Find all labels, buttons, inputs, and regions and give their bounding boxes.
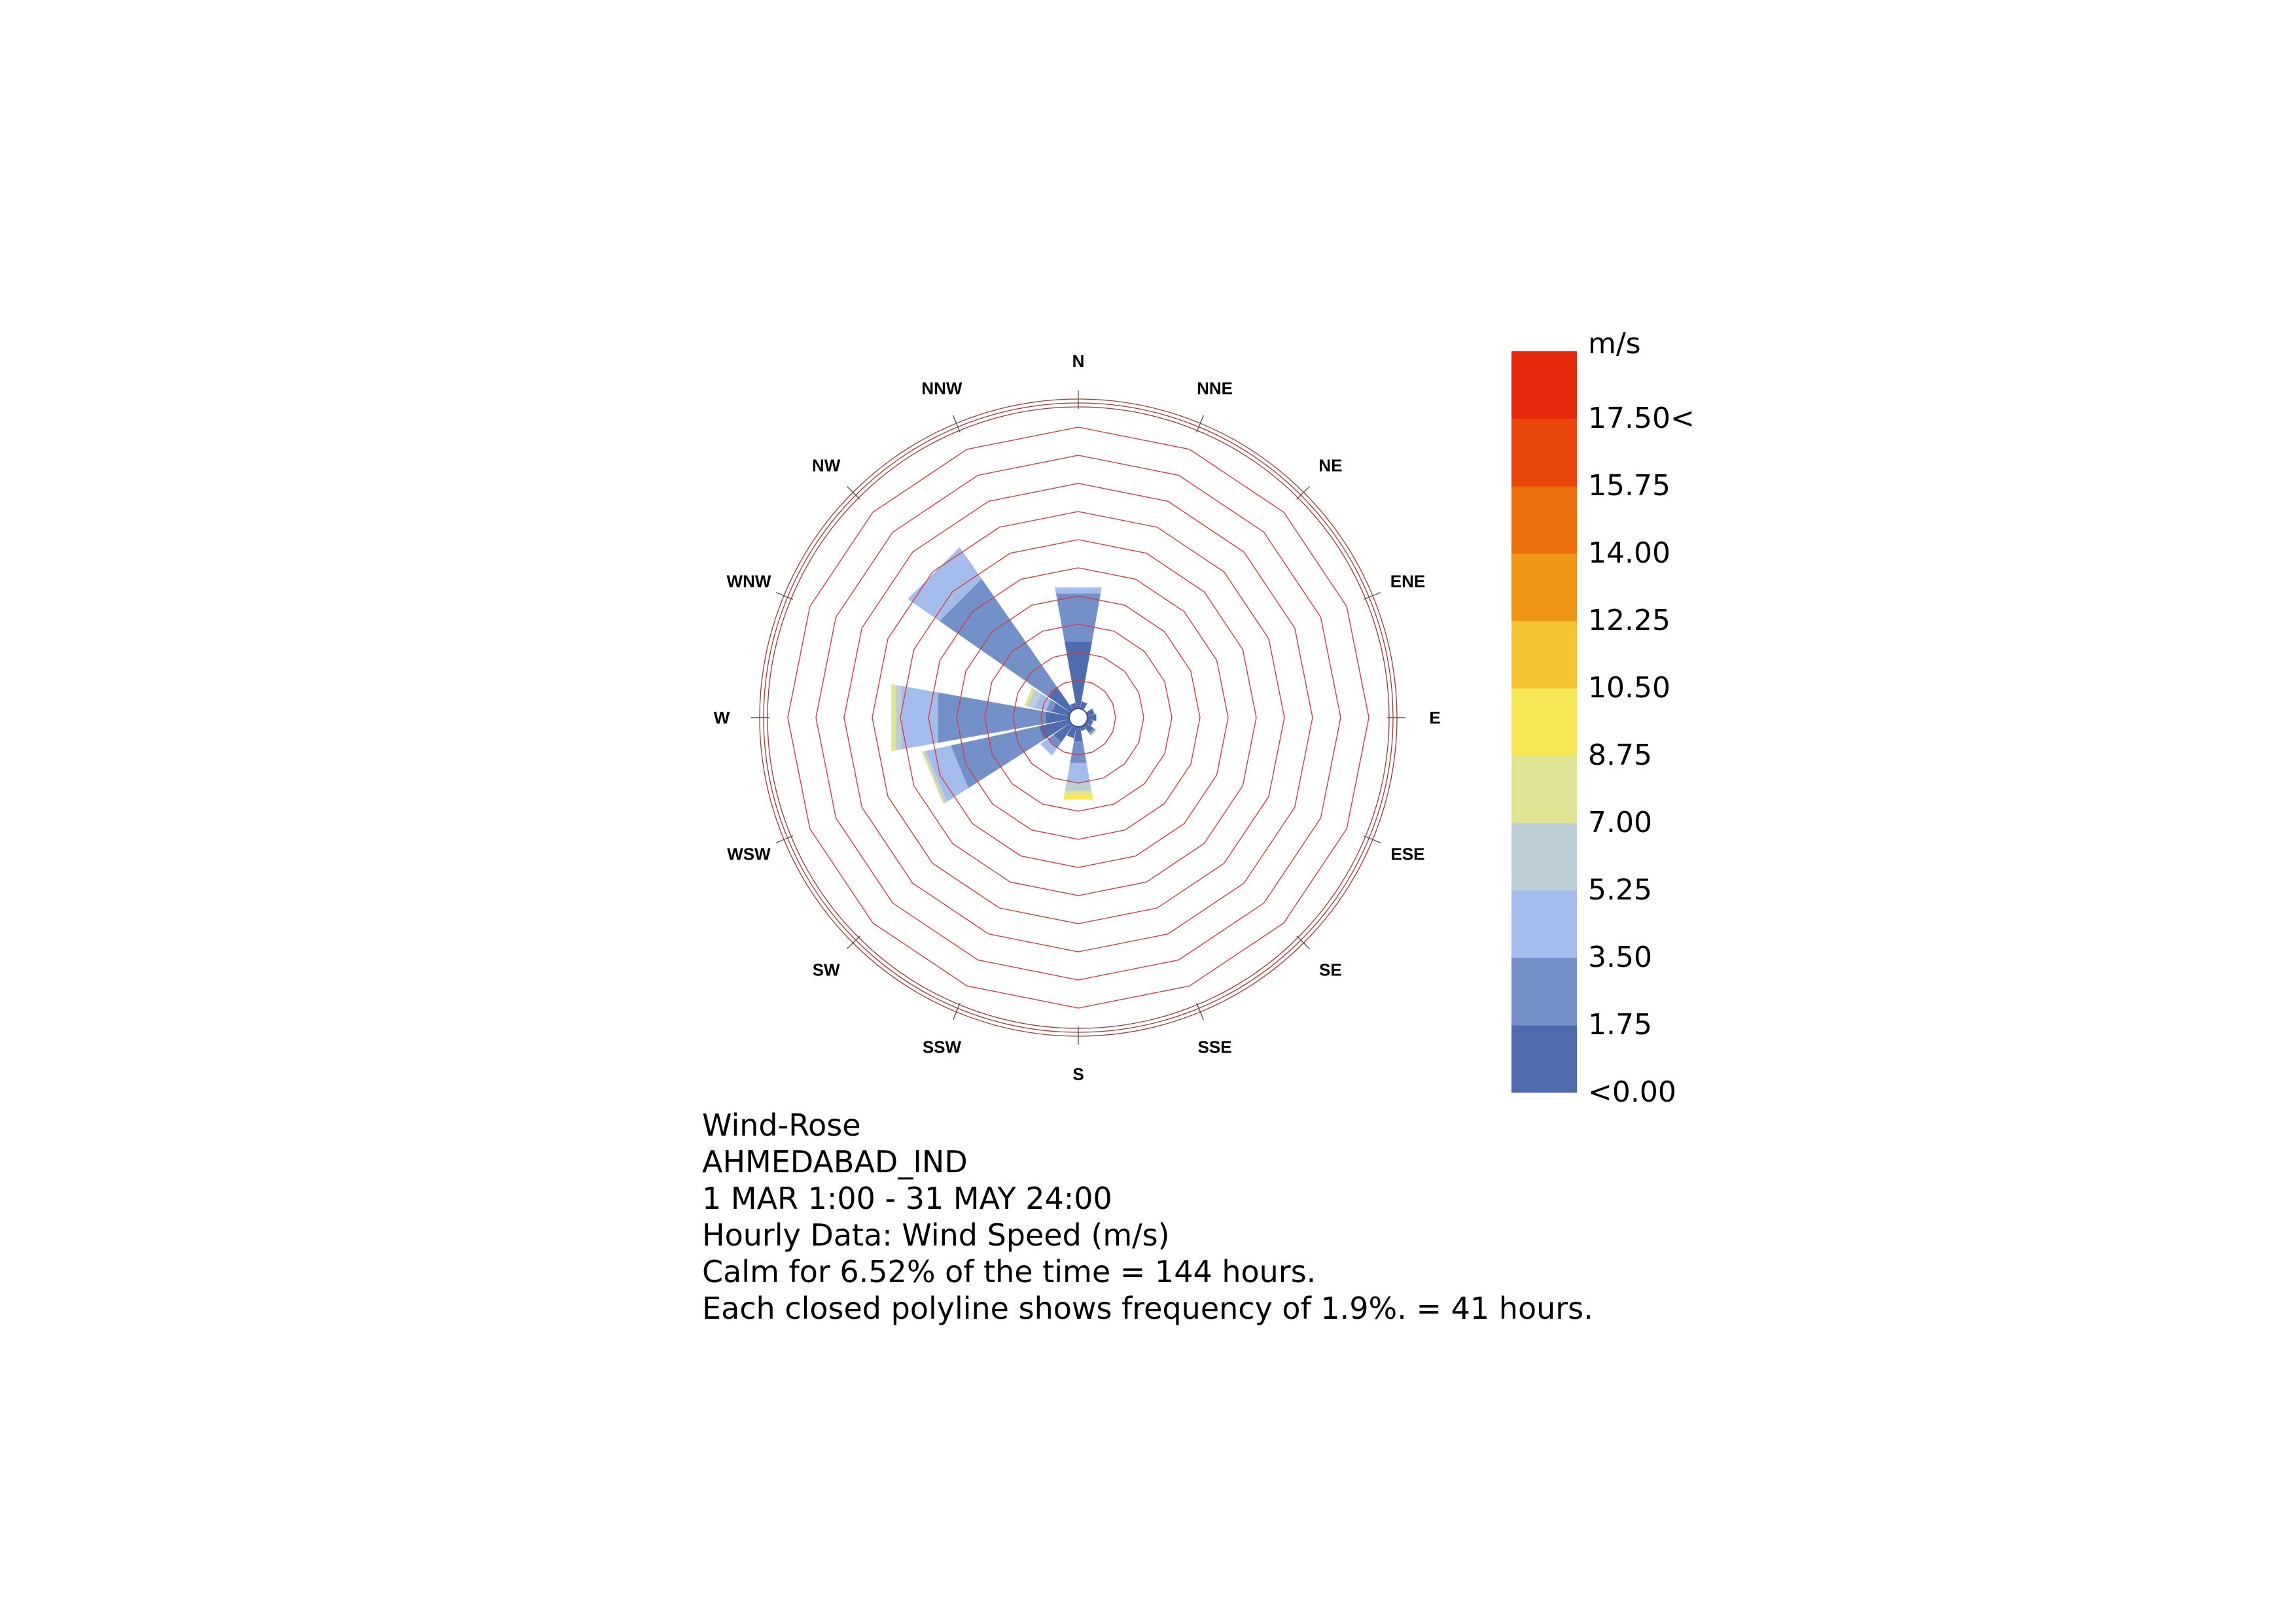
legend-swatch-9 [1511, 419, 1577, 487]
caption-calm-note: Calm for 6.52% of the time = 144 hours. [702, 1254, 1316, 1289]
legend-label-4: 7.00 [1588, 806, 1652, 839]
legend-label-10: 17.50< [1588, 402, 1695, 435]
frequency-ring-7 [872, 511, 1285, 924]
frequency-rings [787, 427, 1369, 1009]
tick-nne [1195, 415, 1204, 433]
legend-unit: m/s [1588, 327, 1641, 360]
sector-n-bin-0 [1064, 641, 1093, 709]
legend-label-3: 5.25 [1588, 873, 1652, 907]
direction-labels: N NNE NE ENE E ESE SE SSE S SSW SW WSW W WNW NW NNW [714, 351, 1441, 1084]
tick-wsw [775, 835, 794, 843]
legend-swatch-10 [1511, 351, 1577, 419]
calm-circle [1069, 708, 1088, 727]
legend-swatch-4 [1511, 756, 1577, 824]
tick-ne [1296, 485, 1311, 500]
direction-label-ese: ESE [1390, 845, 1424, 864]
frequency-ring-8 [843, 483, 1313, 952]
frequency-ring-9 [815, 455, 1341, 981]
tick-ssw [953, 1002, 961, 1021]
direction-label-sw: SW [813, 960, 840, 979]
direction-label-nne: NNE [1197, 378, 1233, 398]
frequency-ring-5 [928, 567, 1229, 868]
tick-ene [1363, 592, 1381, 601]
direction-label-se: SE [1319, 960, 1342, 979]
legend-label-5: 8.75 [1588, 739, 1652, 772]
sector-wsw-bin-4 [921, 751, 945, 805]
speed-legend: <0.00 1.75 3.50 5.25 7.00 8.75 10.50 12.25 14.00… [1511, 327, 1695, 1109]
legend-label-6: 10.50 [1588, 671, 1670, 705]
legend-swatch-1 [1511, 958, 1577, 1026]
legend-label-8: 14.00 [1588, 536, 1670, 570]
legend-swatch-3 [1511, 823, 1577, 891]
caption-polyline-note: Each closed polyline shows frequency of … [702, 1291, 1593, 1326]
legend-label-7: 12.25 [1588, 604, 1670, 637]
legend-swatch-8 [1511, 486, 1577, 554]
direction-label-w: W [714, 708, 730, 727]
sector-n-bin-2 [1055, 587, 1102, 594]
sectors-layer [891, 547, 1102, 805]
sector-n-bin-1 [1055, 593, 1101, 642]
caption-title: Wind-Rose [702, 1108, 861, 1143]
direction-label-nw: NW [812, 456, 841, 476]
sector-s-bin-4 [1064, 790, 1093, 795]
direction-label-wsw: WSW [727, 845, 771, 864]
tick-ese [1363, 835, 1381, 843]
legend-swatch-0 [1511, 1025, 1577, 1093]
frequency-ring-2 [1012, 652, 1144, 784]
direction-label-nnw: NNW [921, 378, 963, 398]
sector-w-bin-4 [891, 684, 896, 752]
direction-label-sse: SSE [1198, 1038, 1232, 1057]
direction-label-ne: NE [1318, 456, 1342, 476]
caption-period: 1 MAR 1:00 - 31 MAY 24:00 [702, 1181, 1112, 1216]
legend-label-2: 3.50 [1588, 941, 1652, 974]
direction-label-n: N [1072, 351, 1085, 371]
direction-label-ssw: SSW [923, 1038, 962, 1057]
caption-location: AHMEDABAD_IND [702, 1144, 968, 1179]
tick-sse [1195, 1002, 1204, 1021]
frequency-ring-6 [900, 539, 1257, 896]
legend-label-1: 1.75 [1588, 1008, 1652, 1041]
legend-label-9: 15.75 [1588, 469, 1670, 502]
legend-label-0: <0.00 [1588, 1075, 1676, 1109]
sector-se-bin-4 [1090, 729, 1097, 737]
chart-caption: Wind-Rose AHMEDABAD_IND 1 MAR 1:00 - 31 … [702, 1107, 1593, 1327]
frequency-ring-1 [1040, 680, 1116, 756]
outer-frame [751, 391, 1405, 1045]
direction-label-s: S [1072, 1064, 1084, 1084]
caption-data-type: Hourly Data: Wind Speed (m/s) [702, 1217, 1170, 1253]
legend-swatch-5 [1511, 688, 1577, 756]
legend-swatch-2 [1511, 890, 1577, 958]
sector-wnw-bin-4 [1024, 688, 1035, 707]
tick-nw [846, 485, 860, 500]
legend-swatch-6 [1511, 621, 1577, 689]
outer-frame-circle-0 [767, 406, 1390, 1029]
direction-label-ene: ENE [1390, 571, 1425, 591]
tick-sw [846, 935, 860, 950]
sector-s-bin-2 [1067, 763, 1090, 782]
direction-label-wnw: WNW [727, 571, 771, 591]
sector-s-bin-5 [1063, 795, 1093, 800]
tick-wnw [775, 592, 794, 601]
direction-label-e: E [1429, 708, 1440, 727]
frequency-ring-3 [984, 623, 1173, 812]
tick-se [1296, 935, 1311, 950]
frequency-ring-4 [956, 595, 1201, 840]
tick-nnw [953, 415, 961, 433]
sector-s-bin-1 [1070, 741, 1087, 763]
frequency-ring-10 [787, 427, 1369, 1009]
legend-swatch-7 [1511, 553, 1577, 621]
sector-nw-bin-2 [908, 547, 982, 621]
